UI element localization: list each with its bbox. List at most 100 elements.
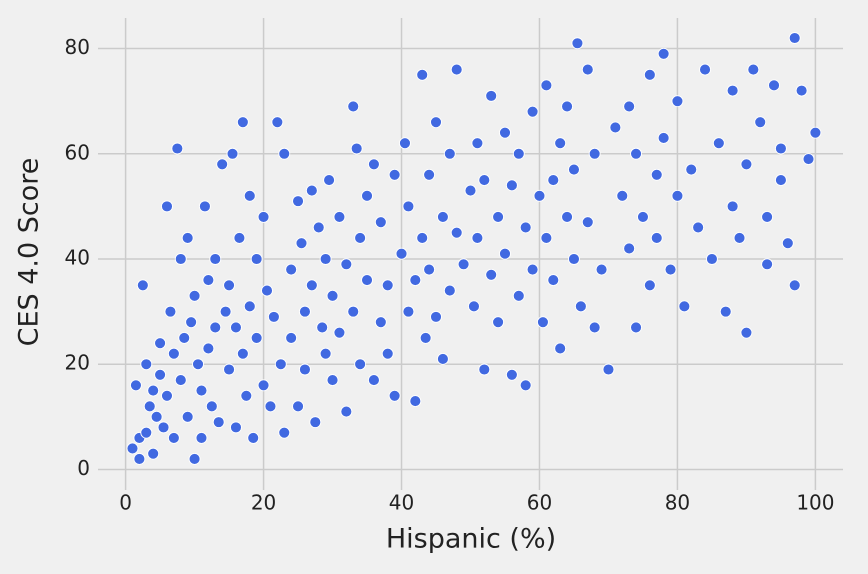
point	[761, 258, 774, 271]
grid	[98, 18, 843, 490]
point	[630, 147, 643, 160]
point	[274, 358, 287, 371]
point	[416, 68, 429, 81]
point	[505, 179, 518, 192]
point	[319, 253, 332, 265]
point	[236, 116, 249, 129]
point	[492, 316, 505, 329]
point	[161, 200, 173, 213]
point	[478, 363, 491, 376]
point	[361, 274, 373, 286]
point	[554, 342, 567, 355]
y-tick-label: 60	[65, 140, 90, 164]
point	[292, 400, 304, 413]
point	[781, 237, 794, 250]
point	[692, 221, 705, 234]
point	[637, 210, 649, 223]
point	[595, 263, 608, 276]
point	[174, 374, 187, 386]
point	[333, 326, 346, 339]
point	[381, 279, 394, 292]
point	[133, 453, 146, 465]
point	[257, 379, 270, 392]
point	[492, 210, 505, 223]
point	[361, 189, 373, 202]
point	[309, 416, 322, 429]
point	[471, 137, 484, 150]
point	[340, 258, 353, 271]
point	[719, 305, 732, 318]
point	[399, 137, 411, 150]
point	[450, 63, 463, 76]
point	[188, 453, 201, 465]
point	[192, 358, 204, 371]
points	[126, 32, 822, 465]
point	[205, 400, 218, 413]
point	[533, 189, 546, 202]
point	[161, 389, 173, 402]
point	[226, 147, 239, 160]
x-tick-label: 40	[389, 491, 414, 515]
point	[561, 100, 574, 113]
point	[278, 147, 291, 160]
point	[609, 121, 622, 134]
point	[740, 326, 753, 339]
y-axis-label: CES 4.0 Score	[14, 158, 45, 347]
point	[761, 210, 774, 223]
point	[388, 168, 401, 181]
point	[126, 442, 139, 455]
point	[568, 163, 580, 176]
point	[685, 163, 698, 176]
x-tick-label: 100	[796, 491, 834, 515]
point	[261, 284, 273, 297]
point	[499, 126, 511, 139]
point	[354, 232, 367, 244]
point	[602, 363, 615, 376]
point	[540, 79, 553, 92]
point	[623, 242, 636, 255]
x-axis-label: Hispanic (%)	[386, 524, 556, 555]
point	[571, 37, 584, 50]
y-tick-label: 80	[65, 35, 90, 59]
point	[181, 232, 194, 244]
point	[561, 210, 574, 223]
point	[367, 374, 380, 386]
point	[219, 305, 232, 318]
point	[143, 400, 156, 413]
point	[140, 358, 153, 371]
point	[340, 405, 353, 418]
point	[499, 247, 511, 260]
point	[664, 263, 677, 276]
y-tick-label: 0	[77, 456, 90, 480]
point	[216, 158, 229, 171]
point	[430, 310, 442, 323]
point	[464, 184, 477, 197]
point	[554, 137, 567, 150]
point	[240, 389, 253, 402]
point	[326, 289, 339, 302]
point	[198, 200, 211, 213]
point	[154, 368, 167, 381]
point	[733, 232, 746, 244]
point	[616, 189, 629, 202]
point	[512, 147, 525, 160]
point	[374, 316, 387, 329]
point	[167, 347, 180, 360]
point	[540, 232, 553, 244]
point	[588, 147, 601, 160]
point	[630, 321, 643, 334]
point	[150, 410, 163, 423]
point	[471, 232, 484, 244]
y-tick-label: 40	[65, 245, 90, 269]
point	[167, 431, 180, 444]
point	[243, 189, 256, 202]
point	[423, 168, 436, 181]
point	[740, 158, 753, 171]
point	[643, 68, 656, 81]
point	[547, 174, 560, 187]
point	[574, 300, 587, 313]
point	[402, 305, 415, 318]
point	[650, 168, 663, 181]
